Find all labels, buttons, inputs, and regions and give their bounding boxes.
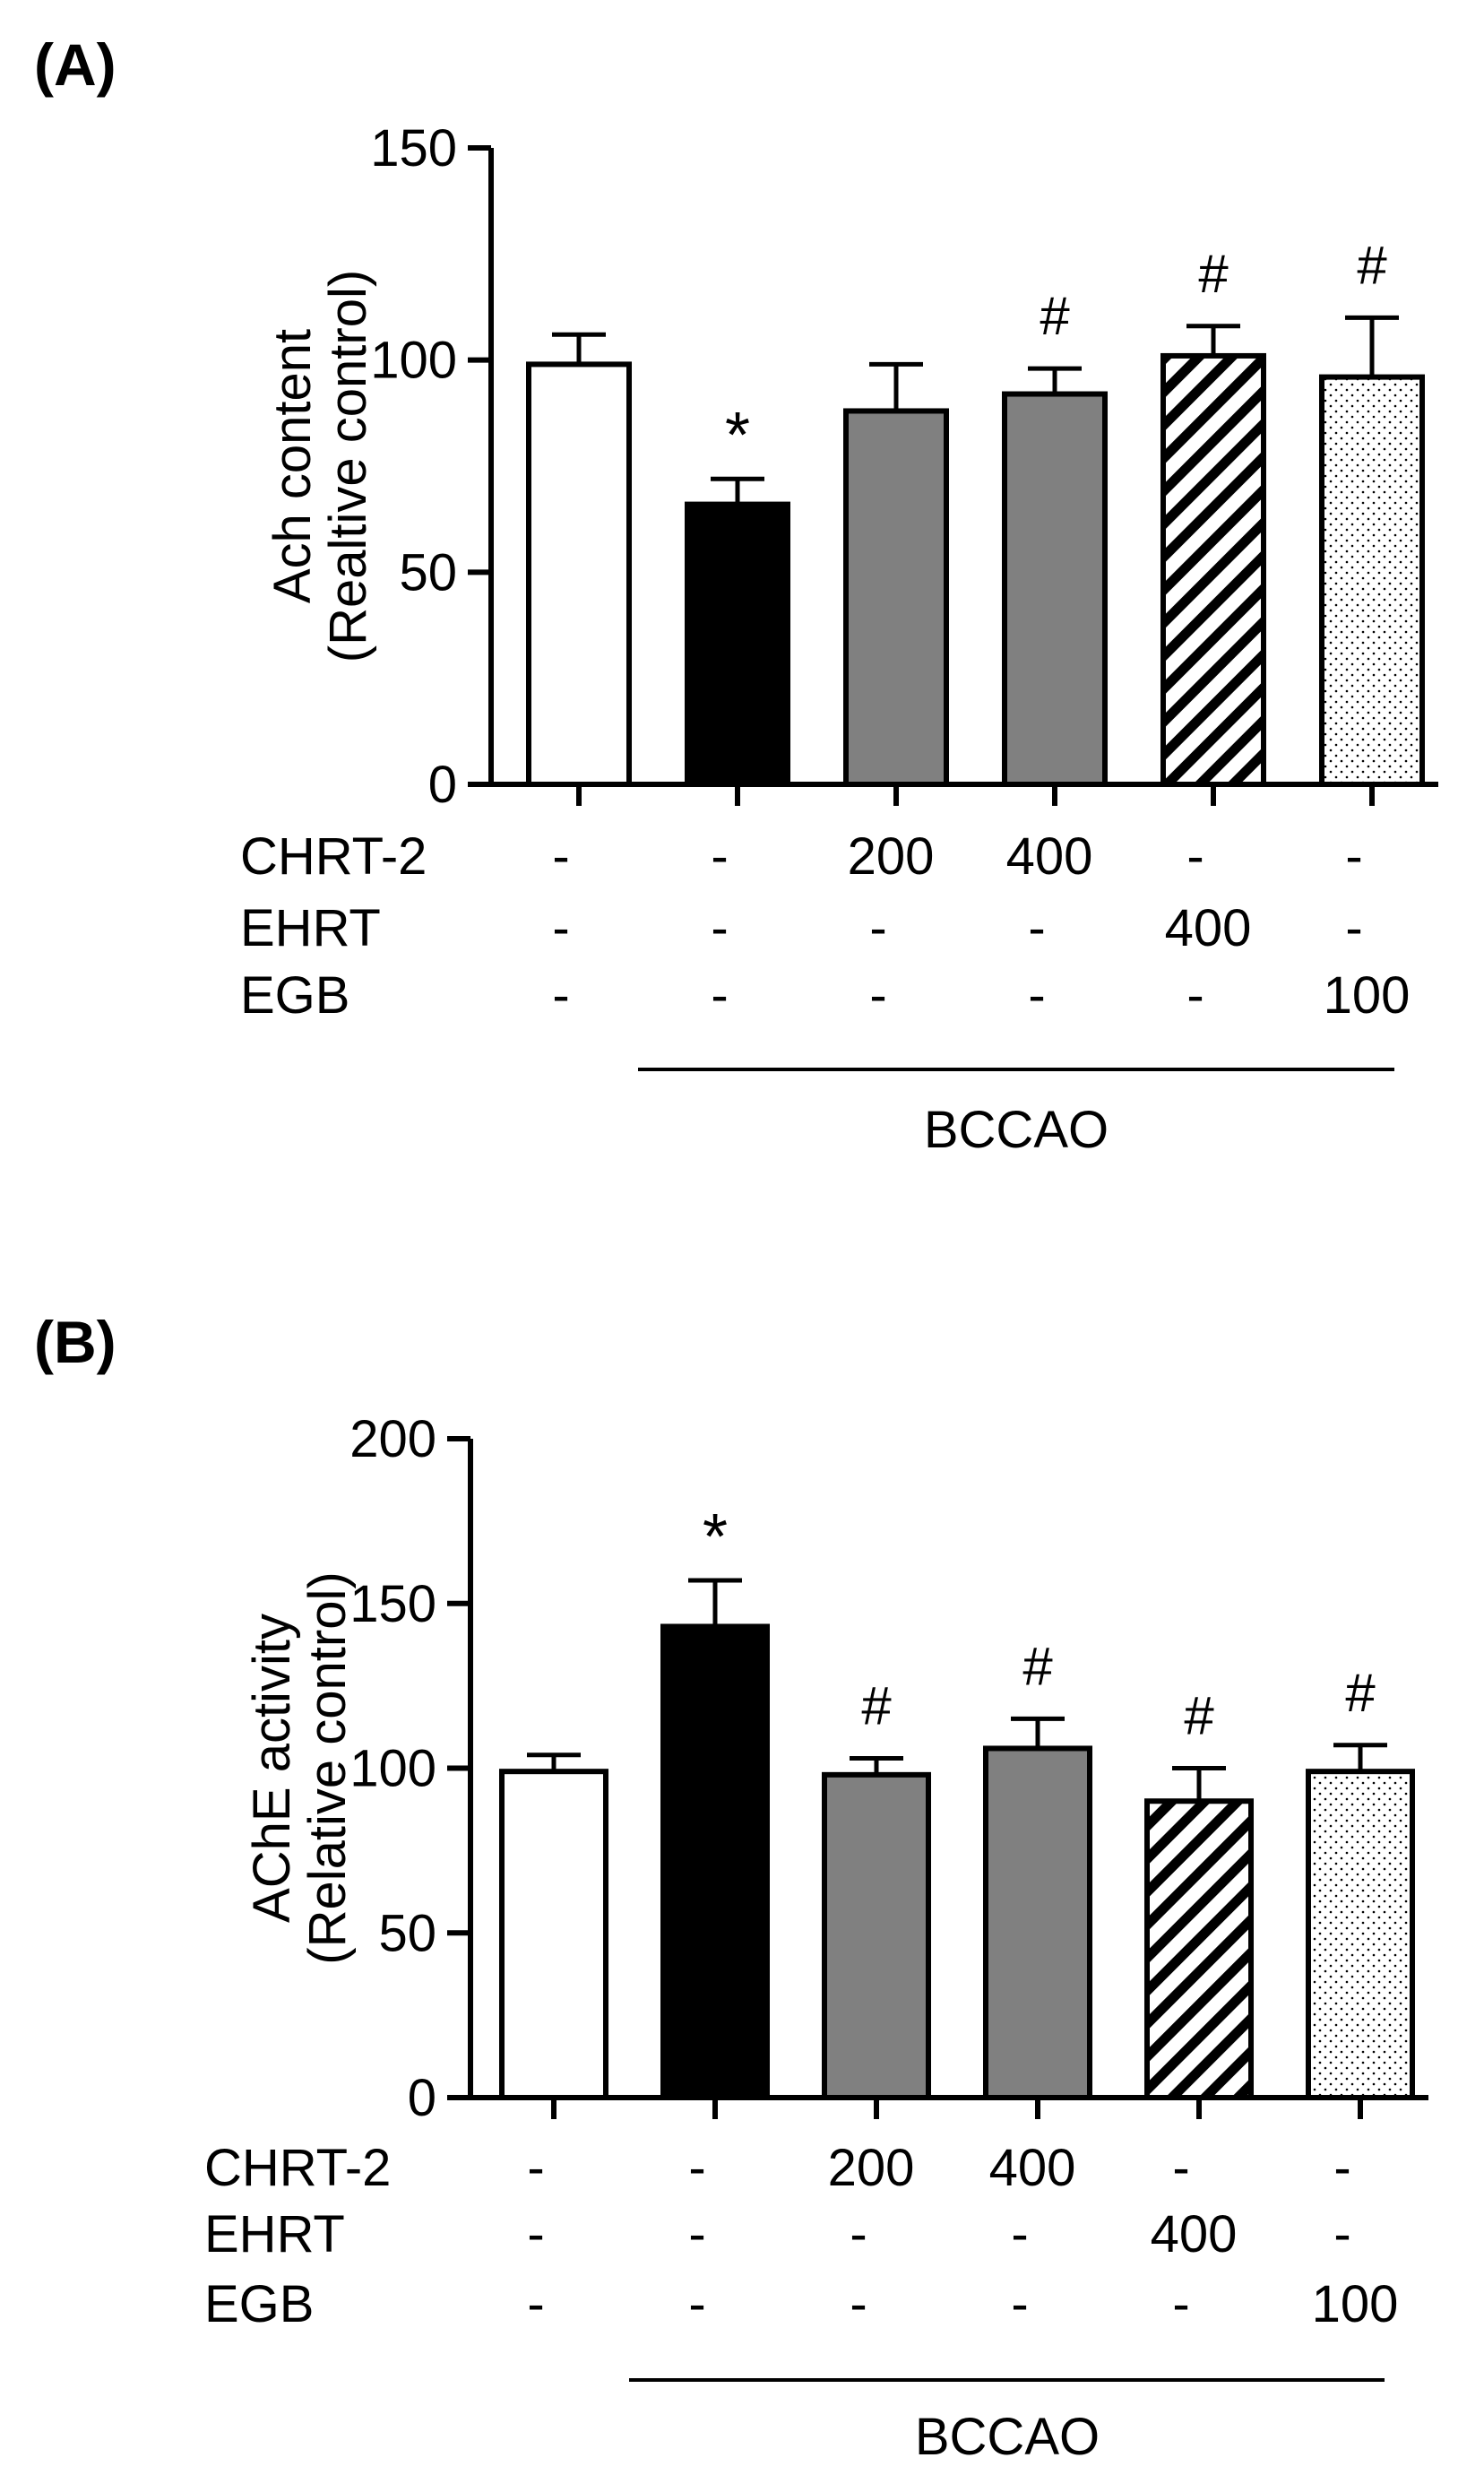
error-bar xyxy=(850,1755,903,1775)
bar xyxy=(685,501,790,787)
y-tick-label: 100 xyxy=(349,1740,436,1798)
treatment-cell: - xyxy=(552,966,569,1025)
y-tick-label: 50 xyxy=(399,543,457,601)
treatment-cell: 400 xyxy=(1165,899,1252,957)
significance-mark: # xyxy=(1357,235,1387,295)
y-axis-title-line-2: (Relative control) xyxy=(298,1571,357,1964)
treatment-cell: - xyxy=(527,2205,544,2263)
bar xyxy=(660,1623,770,2100)
treatment-cell: - xyxy=(711,899,728,957)
error-bar xyxy=(1345,315,1399,377)
treatment-cell: - xyxy=(1172,2275,1189,2333)
treatment-row-label: EGB xyxy=(204,2275,315,2333)
treatment-cell: - xyxy=(711,827,728,886)
treatment-cell: - xyxy=(552,899,569,957)
error-bar xyxy=(1011,1716,1065,1749)
significance-mark: # xyxy=(1040,286,1070,346)
treatment-cell: - xyxy=(1172,2139,1189,2197)
treatment-cell: - xyxy=(552,827,569,886)
treatment-cell: 400 xyxy=(989,2139,1076,2197)
treatment-cell: - xyxy=(1028,899,1045,957)
treatment-cell: - xyxy=(1345,827,1362,886)
treatment-cell: - xyxy=(850,2275,867,2333)
treatment-cell: - xyxy=(1011,2275,1028,2333)
error-bar xyxy=(1028,366,1082,394)
significance-mark: # xyxy=(861,1675,892,1735)
group-label: BCCAO xyxy=(924,1101,1109,1159)
bar xyxy=(822,1771,931,2100)
group-label: BCCAO xyxy=(915,2408,1100,2466)
treatment-cell: - xyxy=(688,2139,705,2197)
chart-panel-a: (A) Ach content(Realtive control) * # # #0 50 1… xyxy=(34,31,1438,1159)
error-bar xyxy=(688,1578,742,1627)
bar xyxy=(499,1769,608,2101)
bar xyxy=(1002,391,1108,787)
bar xyxy=(1319,374,1425,787)
bar xyxy=(843,408,949,787)
treatment-cell: - xyxy=(688,2275,705,2333)
treatment-cell: - xyxy=(711,966,728,1025)
treatment-cell: - xyxy=(850,2205,867,2263)
treatment-cell: - xyxy=(1345,899,1362,957)
treatment-cell: - xyxy=(688,2205,705,2263)
treatment-cell: - xyxy=(869,966,886,1025)
treatment-cell: 400 xyxy=(1151,2205,1238,2263)
y-tick-label: 200 xyxy=(349,1410,436,1468)
panel-label: (A) xyxy=(34,31,116,98)
significance-mark: # xyxy=(1345,1663,1376,1723)
treatment-row-label: CHRT-2 xyxy=(204,2139,391,2197)
error-bar xyxy=(711,476,764,505)
treatment-row-label: CHRT-2 xyxy=(240,827,427,886)
y-tick-label: 0 xyxy=(408,2069,436,2127)
y-tick-label: 150 xyxy=(349,1575,436,1633)
significance-mark: * xyxy=(703,1501,728,1573)
error-bar xyxy=(527,1752,581,1772)
treatment-row-label: EGB xyxy=(240,966,350,1025)
treatment-cell: - xyxy=(1333,2205,1350,2263)
error-bar xyxy=(1172,1766,1226,1802)
chart-panel-b: (B) AChE activity(Relative control) * # # # #0… xyxy=(34,1309,1428,2466)
bar xyxy=(1144,1798,1254,2100)
treatment-cell: - xyxy=(1028,966,1045,1025)
significance-mark: # xyxy=(1198,244,1229,304)
y-tick-label: 150 xyxy=(370,119,457,177)
y-tick-label: 100 xyxy=(370,332,457,390)
significance-mark: * xyxy=(725,400,750,472)
treatment-row-label: EHRT xyxy=(240,899,381,957)
treatment-cell: 400 xyxy=(1006,827,1093,886)
treatment-cell: - xyxy=(869,899,886,957)
treatment-cell: 100 xyxy=(1324,966,1411,1025)
y-tick-label: 50 xyxy=(378,1904,436,1962)
bar xyxy=(1160,352,1266,787)
panel-label: (B) xyxy=(34,1309,116,1375)
error-bar xyxy=(869,361,923,411)
treatment-cell: 200 xyxy=(828,2139,915,2197)
treatment-cell: - xyxy=(1333,2139,1350,2197)
significance-mark: # xyxy=(1022,1636,1053,1696)
treatment-cell: - xyxy=(1186,966,1204,1025)
treatment-cell: - xyxy=(527,2139,544,2197)
y-axis-title-line-1: Ach content xyxy=(263,329,322,603)
error-bar xyxy=(1333,1743,1387,1772)
treatment-cell: - xyxy=(1186,827,1204,886)
error-bar xyxy=(552,332,606,365)
bar xyxy=(1306,1769,1415,2101)
error-bar xyxy=(1186,324,1240,356)
significance-mark: # xyxy=(1184,1686,1214,1746)
treatment-cell: - xyxy=(527,2275,544,2333)
bar xyxy=(983,1745,1092,2100)
treatment-cell: 100 xyxy=(1312,2275,1399,2333)
y-axis-title-line-2: (Realtive control) xyxy=(319,270,377,662)
bar xyxy=(526,361,632,787)
treatment-cell: - xyxy=(1011,2205,1028,2263)
y-axis-title-line-1: AChE activity xyxy=(243,1614,301,1923)
treatment-cell: 200 xyxy=(848,827,935,886)
treatment-row-label: EHRT xyxy=(204,2205,345,2263)
y-tick-label: 0 xyxy=(428,756,457,814)
